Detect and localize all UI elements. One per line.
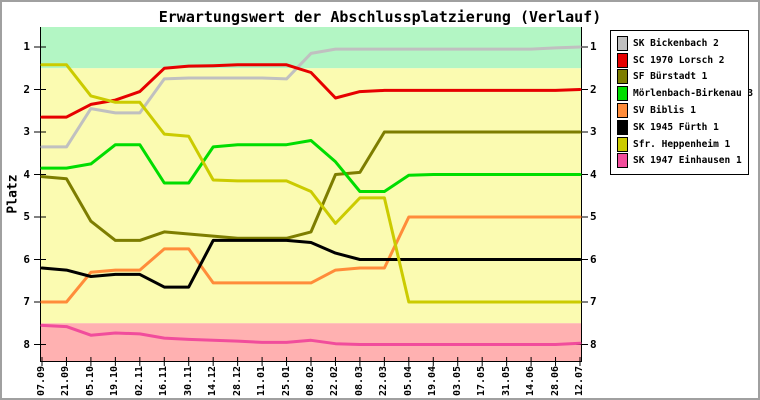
- legend-label: SK 1947 Einhausen 1: [633, 155, 742, 167]
- chart-title: Erwartungswert der Abschlussplatzierung …: [158, 8, 602, 26]
- band-mid-table-zone: [40, 68, 582, 324]
- x-tick-label: 16.11: [158, 365, 170, 397]
- legend-color-swatch: [617, 35, 628, 51]
- legend-color-swatch: [617, 69, 628, 85]
- series-line-sk-1947-einhausen-1: [40, 323, 582, 346]
- x-tick-label: 19.04: [427, 365, 439, 397]
- legend-item: SK 1947 Einhausen 1: [617, 153, 748, 170]
- x-tick-label: 19.10: [109, 365, 121, 397]
- x-tick-label: 25.01: [280, 365, 292, 397]
- series-line-sf-buerstadt-1: [40, 130, 582, 242]
- legend-color-swatch: [617, 86, 628, 102]
- x-tick-label: 22.03: [378, 365, 390, 397]
- legend-label: SK Bickenbach 2: [633, 37, 719, 49]
- legend-color-swatch: [617, 153, 628, 169]
- series-line-sk-1945-fuerth-1: [40, 238, 582, 289]
- x-tick-label: 31.05: [500, 365, 512, 397]
- series-line-sc-1970-lorsch-2: [40, 63, 582, 119]
- x-tick-label: 11.01: [256, 365, 268, 397]
- plot-svg: [34, 27, 588, 366]
- y-tick-label-right: 2: [590, 82, 597, 96]
- x-tick-label: 08.03: [353, 365, 365, 397]
- y-tick-label-right: 6: [590, 252, 597, 266]
- y-tick-label-left: 4: [23, 167, 30, 181]
- y-tick-label-left: 2: [23, 82, 30, 96]
- series-line-sfr-heppenheim-1: [40, 63, 582, 304]
- y-tick-label-left: 8: [23, 337, 30, 351]
- y-tick-label-left: 6: [23, 252, 30, 266]
- legend-item: Sfr. Heppenheim 1: [617, 136, 748, 153]
- y-tick-label-right: 4: [590, 167, 597, 181]
- series-line-moerlenbach-birkenau-3: [40, 139, 582, 193]
- plot-area: [34, 27, 588, 366]
- x-tick-label: 05.04: [402, 365, 414, 397]
- legend-item: SF Bürstadt 1: [617, 69, 748, 86]
- y-tick-label-right: 8: [590, 337, 597, 351]
- y-tick-label-right: 3: [590, 125, 597, 138]
- x-tick-label: 28.06: [549, 365, 561, 397]
- x-tick-label: 05.10: [84, 365, 96, 397]
- legend-item: SC 1970 Lorsch 2: [617, 52, 748, 69]
- x-tick-label: 12.07: [573, 365, 585, 397]
- x-tick-label: 08.02: [304, 365, 316, 397]
- legend-label: SV Biblis 1: [633, 105, 696, 117]
- legend-item: SK 1945 Fürth 1: [617, 119, 748, 136]
- y-tick-label-left: 3: [23, 125, 30, 138]
- band-relegation-zone: [40, 323, 582, 362]
- x-tick-label: 17.05: [476, 365, 488, 397]
- series-line-sk-bickenbach-2: [40, 45, 582, 149]
- x-tick-label: 03.05: [451, 365, 463, 397]
- legend-item: SV Biblis 1: [617, 102, 748, 119]
- y-tick-label-right: 1: [590, 40, 597, 53]
- legend-label: SK 1945 Fürth 1: [633, 121, 719, 133]
- y-tick-label-left: 7: [23, 295, 30, 308]
- legend-label: SF Bürstadt 1: [633, 71, 708, 83]
- x-tick-label: 02.11: [133, 365, 145, 397]
- x-tick-label: 28.12: [231, 365, 243, 397]
- x-tick-label: 22.02: [329, 365, 341, 397]
- legend-color-swatch: [617, 103, 628, 119]
- x-tick-label: 14.06: [525, 365, 537, 397]
- legend-label: Sfr. Heppenheim 1: [633, 138, 731, 150]
- y-tick-label-right: 7: [590, 295, 597, 308]
- legend-label: SC 1970 Lorsch 2: [633, 54, 725, 66]
- y-tick-label-left: 1: [23, 40, 30, 53]
- y-tick-label-left: 5: [23, 210, 30, 223]
- y-tick-label-right: 5: [590, 210, 597, 223]
- legend-color-swatch: [617, 52, 628, 68]
- x-tick-label: 30.11: [182, 365, 194, 397]
- legend-item: SK Bickenbach 2: [617, 35, 748, 52]
- series-line-sv-biblis-1: [40, 215, 582, 304]
- legend-item: Mörlenbach-Birkenau 3: [617, 85, 753, 102]
- legend-color-swatch: [617, 119, 628, 135]
- legend: SK Bickenbach 2 SC 1970 Lorsch 2 SF Bürsta…: [610, 30, 753, 175]
- x-tick-label: 21.09: [60, 365, 72, 397]
- legend-label: Mörlenbach-Birkenau 3: [633, 88, 754, 100]
- legend-color-swatch: [617, 136, 628, 152]
- x-tick-label: 07.09: [36, 365, 47, 397]
- x-tick-label: 14.12: [207, 365, 219, 397]
